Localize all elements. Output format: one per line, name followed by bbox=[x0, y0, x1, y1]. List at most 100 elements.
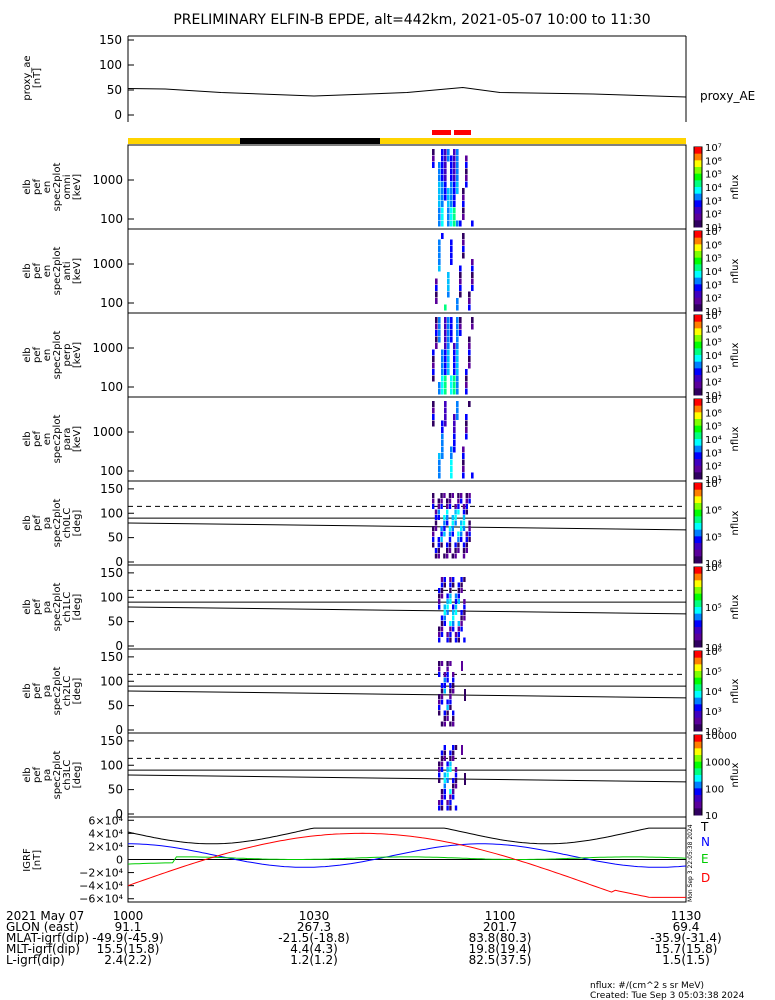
ch0lc-colorbar-band bbox=[694, 543, 702, 551]
ch0lc-cell bbox=[460, 537, 463, 542]
perp-cell bbox=[456, 375, 459, 382]
perp-cell bbox=[450, 375, 453, 382]
anti-colorbar-label: 10⁶ bbox=[705, 240, 722, 251]
para-cell bbox=[432, 401, 435, 407]
ch2lc-cell bbox=[452, 683, 455, 688]
footer-row-value: 91.1 bbox=[115, 920, 142, 934]
igrf-legend-N: N bbox=[701, 835, 710, 849]
ch0lc-cell bbox=[462, 526, 466, 531]
perp-cell bbox=[450, 388, 453, 395]
igrf-line-E bbox=[127, 856, 687, 865]
ch3lc-cell bbox=[452, 750, 455, 756]
para-cell bbox=[450, 459, 453, 466]
omni-colorbar-band bbox=[694, 200, 702, 208]
omni-ylabel: elb bbox=[22, 179, 33, 194]
omni-cell bbox=[438, 194, 441, 201]
ch3lc-colorbar-band bbox=[694, 761, 702, 769]
ch1lc-cell bbox=[457, 599, 460, 604]
para-cell bbox=[432, 407, 435, 414]
omni-ylabel: pef bbox=[32, 179, 43, 196]
ch3lc-ylabel: [deg] bbox=[72, 762, 83, 789]
omni-cell bbox=[456, 181, 459, 188]
proxy-ae-panel: 150 100 50 0 proxy_ae [nT] proxy_AE bbox=[22, 33, 755, 122]
omni-colorbar-band bbox=[694, 173, 702, 181]
ch1lc-colorbar-label: 10⁴ bbox=[705, 643, 722, 654]
ch1lc-cell bbox=[454, 599, 458, 604]
anti-cell bbox=[471, 285, 474, 291]
ch0lc-cell bbox=[468, 520, 471, 526]
perp-colorbar-label: 10³ bbox=[705, 364, 722, 375]
ch2lc-cell bbox=[443, 710, 446, 716]
footer-row-value: -49.9(-45.9) bbox=[92, 931, 163, 945]
ch0lc-colorbar-band bbox=[694, 496, 702, 504]
perp-cell bbox=[459, 330, 462, 336]
para-cell bbox=[441, 420, 444, 427]
footer-row-value: 201.7 bbox=[483, 920, 517, 934]
perp-cell bbox=[438, 336, 441, 343]
para-colorbar-band bbox=[694, 439, 702, 447]
omni-colorbar-label: 10² bbox=[705, 210, 722, 221]
ch3lc-ytick-label: 150 bbox=[100, 734, 123, 748]
ch3lc-cell bbox=[440, 761, 444, 767]
para-colorbar-title: nflux bbox=[730, 426, 741, 451]
ch1lc-cell bbox=[457, 588, 460, 593]
ch3lc-cell bbox=[440, 805, 444, 811]
ch2lc-cell bbox=[438, 694, 441, 699]
perp-colorbar-label: 10⁵ bbox=[705, 338, 722, 349]
perp-cell bbox=[447, 369, 450, 375]
ch3lc-colorbar-band bbox=[694, 741, 702, 749]
footer-row-value: 82.5(37.5) bbox=[469, 953, 532, 967]
ch0lc-colorbar-band bbox=[694, 536, 702, 544]
ch0lc-cell bbox=[454, 515, 457, 520]
ch1lc-colorbar-label: 10⁶ bbox=[705, 563, 722, 574]
ch2lc-colorbar-band bbox=[694, 657, 702, 665]
ch1lc-cell bbox=[449, 637, 452, 643]
anti-colorbar-band bbox=[694, 257, 702, 265]
ch0lc-colorbar-band bbox=[694, 556, 702, 564]
ch0lc-cell bbox=[434, 509, 438, 515]
ch2lc-ylabel: pa bbox=[42, 685, 53, 697]
ch0lc-cell bbox=[440, 498, 443, 504]
perp-cell bbox=[456, 382, 459, 388]
omni-cell bbox=[453, 214, 456, 220]
proxy-ae-ylabel: [nT] bbox=[32, 68, 43, 88]
perp-cell bbox=[456, 323, 459, 330]
igrf-ytick-label: 6×10⁴ bbox=[88, 814, 123, 827]
ch2lc-cell bbox=[440, 661, 444, 666]
ch0lc-cell bbox=[434, 520, 438, 526]
ch2lc-cell bbox=[443, 721, 446, 727]
perp-ylabel: perp bbox=[62, 344, 73, 367]
ch2lc-cell bbox=[443, 672, 446, 677]
anti-cell bbox=[462, 239, 465, 246]
anti-cell bbox=[456, 298, 459, 304]
ch3lc-cell bbox=[449, 756, 452, 761]
ch1lc-cell bbox=[446, 637, 449, 643]
ch1lc-cell bbox=[454, 610, 458, 615]
ch0lc-panel: 150 100 50 0 elb pef pa spec2plot ch0LC [deg] 10⁷ 1… bbox=[22, 479, 741, 570]
ch3lc-colorbar-label: 100 bbox=[705, 784, 724, 795]
ch0lc-cell bbox=[454, 509, 457, 515]
omni-cell bbox=[444, 188, 447, 194]
ch1lc-cell bbox=[443, 582, 446, 588]
ch1lc-cell bbox=[440, 621, 444, 626]
ch0lc-cell bbox=[443, 493, 446, 498]
ch0lc-cell bbox=[465, 498, 468, 504]
anti-cell bbox=[438, 239, 441, 246]
anti-colorbar-title: nflux bbox=[730, 258, 741, 283]
ch0lc-cell bbox=[443, 515, 446, 520]
ch0lc-ytick-label: 50 bbox=[108, 531, 123, 545]
ch1lc-colorbar-title: nflux bbox=[730, 594, 741, 619]
perp-cell bbox=[444, 362, 447, 369]
ch2lc-ytick-label: 50 bbox=[108, 699, 123, 713]
ch3lc-losscone-lower bbox=[127, 774, 687, 783]
ch3lc-cell bbox=[438, 767, 441, 772]
para-colorbar-band bbox=[694, 459, 702, 467]
omni-cell bbox=[450, 181, 453, 188]
ch0lc-cell bbox=[454, 548, 457, 553]
perp-cell bbox=[444, 356, 447, 362]
ch3lc-ylabel: pef bbox=[32, 767, 43, 784]
ch1lc-cell bbox=[438, 593, 441, 599]
ch1lc-cell bbox=[443, 621, 446, 626]
ch0lc-cell bbox=[451, 520, 454, 526]
ch0lc-ylabel: spec2plot bbox=[52, 499, 63, 548]
